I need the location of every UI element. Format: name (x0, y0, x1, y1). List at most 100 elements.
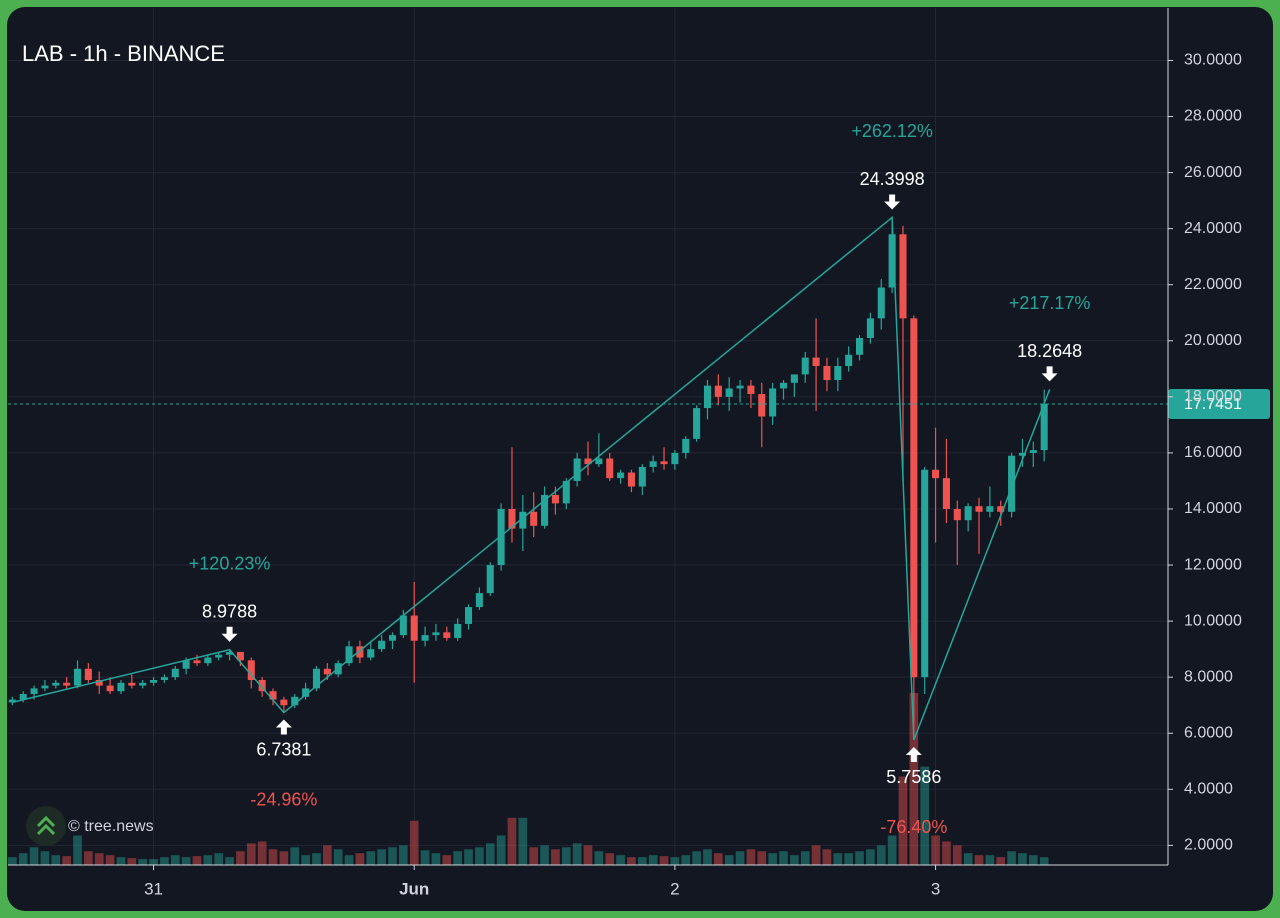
volume-bar (18, 853, 28, 865)
y-tick-label: 22.0000 (1184, 276, 1242, 293)
volume-bar (746, 849, 756, 865)
volume-bar (149, 859, 158, 865)
candle-body (106, 685, 114, 692)
volume-bar (1018, 853, 1027, 865)
candle-body (671, 452, 679, 465)
candle-body (52, 682, 60, 686)
volume-bar (279, 851, 289, 865)
candle-body (63, 682, 71, 686)
y-tick-label: 4.0000 (1184, 781, 1233, 798)
candle-body (736, 385, 744, 389)
candle-body (128, 682, 136, 686)
candle-body (975, 506, 983, 512)
volume-bar (605, 853, 615, 865)
last-price-label: 17.7451 (1184, 396, 1242, 413)
volume-bar (811, 845, 821, 865)
candle-body (486, 565, 494, 594)
grid (8, 8, 1168, 865)
volume-bar (84, 851, 93, 865)
candle-body (247, 660, 255, 680)
candle-body (649, 461, 657, 467)
volume-bar (29, 847, 39, 865)
volume-bar (561, 847, 571, 865)
y-tick-label: 2.0000 (1184, 837, 1233, 854)
candle-body (388, 635, 397, 641)
pivot-arrow (884, 194, 901, 210)
candle-body (497, 508, 505, 566)
volume-bar (105, 855, 115, 865)
candle-body (443, 632, 451, 638)
pivot-arrow (1041, 366, 1058, 382)
volume-bar (692, 851, 701, 865)
y-tick-label: 24.0000 (1184, 220, 1242, 237)
volume-bar (887, 835, 897, 865)
chart-background (7, 7, 1273, 911)
volume-bar (138, 859, 148, 865)
volume-bar (420, 850, 430, 865)
candle-body (421, 635, 429, 641)
x-tick-label: 2 (670, 879, 679, 898)
volume-bar (355, 853, 365, 865)
volume-bar (40, 851, 50, 865)
volume-bar (670, 857, 680, 865)
candle-body (73, 668, 82, 686)
volume-bar (779, 851, 788, 865)
volume-bar (225, 857, 234, 865)
candle-body (682, 438, 690, 453)
y-tick-label: 14.0000 (1184, 500, 1242, 517)
candle-body (258, 679, 266, 692)
volume-bar (236, 851, 245, 865)
volume-bar (322, 845, 332, 865)
candle-body (356, 646, 364, 658)
candle-body (410, 615, 418, 641)
candle-body (584, 458, 592, 465)
pivot-change: -24.96% (250, 789, 317, 809)
candle-body (291, 696, 299, 706)
candle-body (475, 593, 483, 608)
volume-bar (529, 847, 539, 865)
watermark-icon (36, 815, 56, 836)
volume-bar (583, 845, 593, 865)
y-tick-label: 12.0000 (1184, 556, 1242, 573)
pivot-label: 8.9788 (202, 601, 257, 621)
candle-body (454, 623, 462, 638)
candle-body (866, 318, 874, 338)
axes: 2.0000 4.0000 6.0000 8.0000 10.0000 12.0000 14… (144, 52, 1242, 899)
candle-body (953, 508, 961, 521)
pivot-arrow (905, 747, 922, 763)
y-tick-label: 6.0000 (1184, 724, 1233, 741)
candle-body (986, 506, 994, 512)
volume-bar (637, 857, 647, 865)
candle-body (562, 480, 570, 504)
volume-bar (866, 849, 875, 865)
candle-body (714, 385, 722, 397)
candle-body (997, 506, 1005, 512)
candle-body (747, 385, 755, 395)
candle-body (932, 469, 940, 479)
volume-bar (714, 853, 723, 865)
volume-bar (475, 847, 484, 865)
volume-bar (909, 693, 919, 865)
volume-bar (800, 851, 810, 865)
pivot-change: +217.17% (1009, 293, 1091, 313)
candle-body (801, 357, 809, 375)
volume-bar (659, 856, 669, 865)
volume-bar (409, 820, 419, 865)
volume-bar (681, 855, 691, 865)
volume-bar (312, 853, 321, 865)
volume-bar (160, 857, 169, 865)
chart-title: LAB - 1h - BINANCE (22, 41, 225, 66)
volume-bar (453, 851, 462, 865)
pivot-change: +120.23% (189, 553, 271, 573)
volume-bar (540, 845, 549, 865)
candle-body (845, 354, 853, 367)
volume-bar (127, 858, 137, 865)
candle-body (302, 688, 310, 697)
volume-bar (996, 857, 1006, 865)
x-tick-label: 31 (144, 879, 163, 898)
pivot-change: +262.12% (851, 121, 933, 141)
pivot-label: 18.2648 (1017, 341, 1082, 361)
watermark: © tree.news (26, 806, 154, 846)
volume-bar (1039, 857, 1049, 865)
candle-body (573, 458, 581, 481)
